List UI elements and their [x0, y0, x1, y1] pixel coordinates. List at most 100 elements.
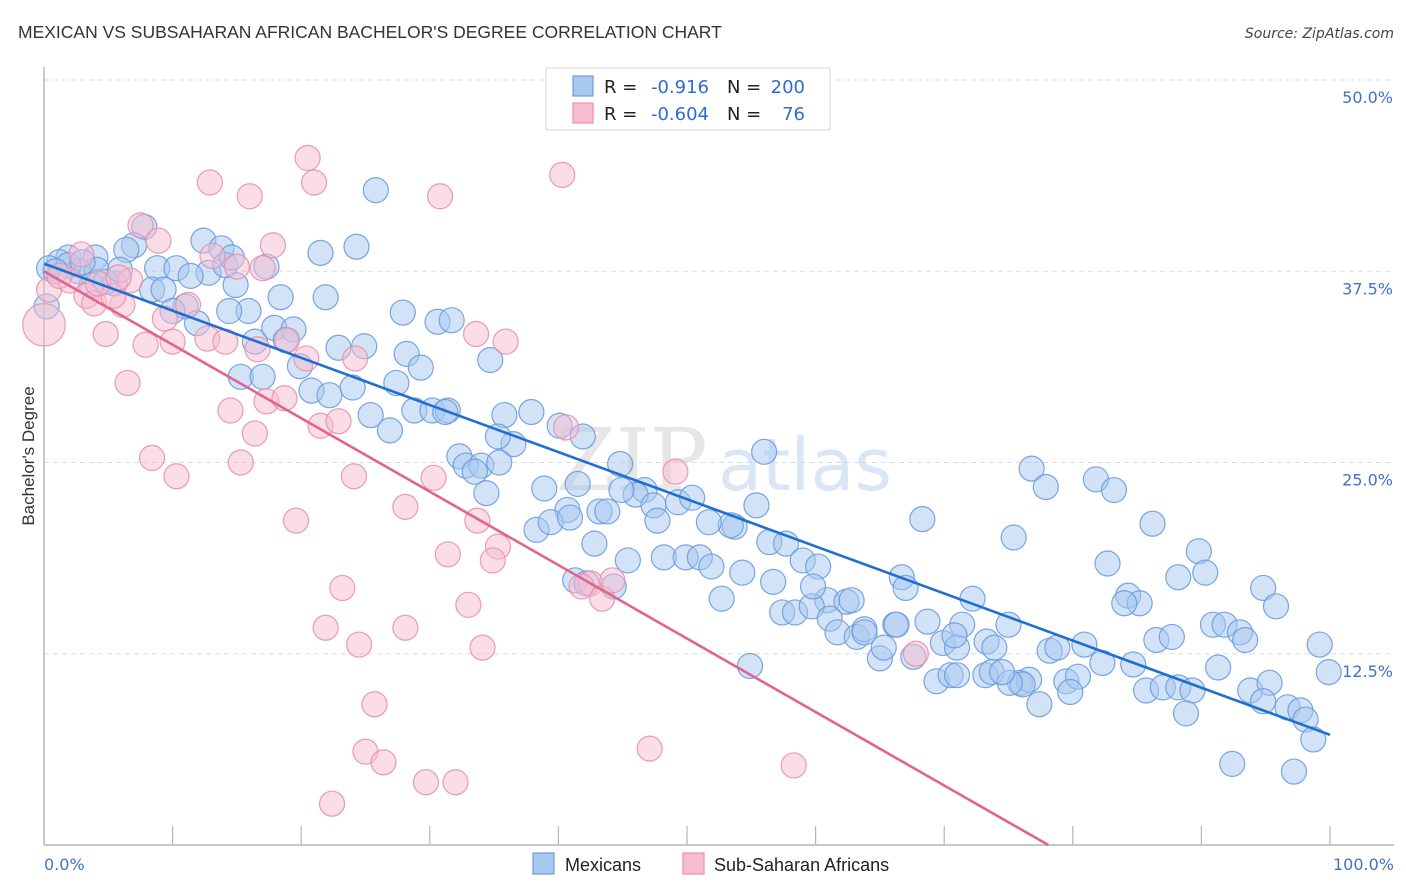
data-point [114, 369, 141, 397]
data-point [127, 212, 154, 239]
data-point [564, 470, 591, 498]
data-point [442, 769, 469, 796]
data-point [392, 493, 419, 520]
series-legend: Mexicans Sub-Saharan Africans [532, 852, 889, 875]
legend-label-subsaharan: Sub-Saharan Africans [714, 855, 889, 875]
data-point [217, 397, 244, 424]
data-point [370, 749, 397, 776]
data-point [636, 735, 663, 762]
data-point [271, 385, 298, 412]
y-axis-title: Bachelor's Degree [19, 386, 38, 525]
data-point [1262, 593, 1290, 620]
data-point [1192, 559, 1219, 586]
data-point [407, 354, 434, 381]
data-point [236, 183, 263, 210]
data-point [838, 587, 865, 614]
source-credit: Source: ZipAtlas.com [1245, 26, 1394, 42]
data-point [743, 492, 770, 519]
data-point [1026, 691, 1053, 718]
legend-r-value-subsaharan: -0.604 [651, 104, 709, 125]
data-point [1219, 750, 1246, 778]
data-point [486, 449, 513, 476]
data-point [988, 659, 1016, 686]
data-point [92, 320, 119, 348]
data-point [1032, 473, 1059, 501]
data-point [177, 262, 204, 289]
legend-n-value-subsaharan: 76 [782, 104, 805, 125]
data-point [392, 614, 419, 641]
data-point [614, 547, 641, 574]
y-tick-label: 37.5% [1342, 279, 1393, 298]
data-point [249, 363, 276, 390]
data-point [318, 790, 346, 817]
data-point [196, 169, 223, 196]
data-point [340, 463, 368, 490]
data-point [981, 634, 1008, 661]
data-point [1000, 524, 1027, 551]
data-point [581, 530, 608, 557]
data-point [345, 631, 373, 658]
data-point [650, 544, 677, 571]
data-point [199, 242, 226, 270]
data-point [316, 382, 343, 409]
data-point [412, 769, 440, 796]
data-point [464, 507, 491, 534]
data-point [294, 144, 321, 172]
legend-r-label: R = [604, 104, 637, 125]
trend-line-subsaharan [43, 270, 1050, 847]
data-point [549, 161, 576, 188]
data-point [479, 547, 506, 574]
data-point [780, 752, 807, 779]
data-point [216, 297, 243, 325]
data-point [1057, 678, 1084, 706]
data-point [339, 374, 366, 401]
data-point [461, 458, 488, 485]
data-point [941, 622, 968, 649]
data-point [434, 541, 461, 568]
data-point [799, 573, 827, 600]
data-point [227, 449, 254, 476]
data-point [132, 331, 159, 358]
legend-swatch-mexicans [532, 852, 555, 875]
watermark: ZIP atlas [556, 411, 892, 511]
data-point [1120, 651, 1147, 678]
data-point [760, 568, 787, 595]
data-point [902, 640, 930, 667]
data-point [870, 634, 897, 661]
watermark-atlas: atlas [718, 423, 892, 507]
data-point [1111, 590, 1138, 617]
data-point [300, 169, 328, 196]
data-point [312, 284, 339, 311]
data-point [241, 420, 269, 447]
y-tick-label: 25.0% [1342, 471, 1393, 490]
data-point [1232, 626, 1259, 654]
data-point [662, 458, 689, 485]
data-point [607, 450, 634, 478]
data-point [1158, 623, 1185, 651]
data-point [644, 507, 671, 534]
trend-line-mexicans [43, 262, 1331, 737]
data-point [553, 414, 580, 441]
x-tick-label-max: 100.0% [1333, 855, 1394, 874]
y-tick-label: 12.5% [1342, 662, 1393, 681]
data-point [68, 241, 95, 268]
data-point [438, 307, 465, 334]
data-point [556, 504, 584, 531]
data-point [477, 346, 504, 374]
data-point [227, 363, 254, 390]
legend-n-value-mexicans: 200 [771, 77, 805, 98]
data-point [223, 253, 250, 280]
data-point [1280, 758, 1308, 785]
data-point [22, 302, 66, 347]
data-point [249, 255, 276, 282]
data-point [426, 183, 454, 210]
data-point [469, 634, 496, 661]
data-point [695, 509, 722, 536]
legend-swatch-subsaharan [572, 102, 594, 124]
data-point [259, 232, 287, 259]
y-tick-label: 50.0% [1342, 88, 1393, 107]
data-point [361, 691, 388, 718]
data-point [473, 480, 500, 507]
data-point [420, 464, 447, 491]
data-point [138, 444, 166, 472]
